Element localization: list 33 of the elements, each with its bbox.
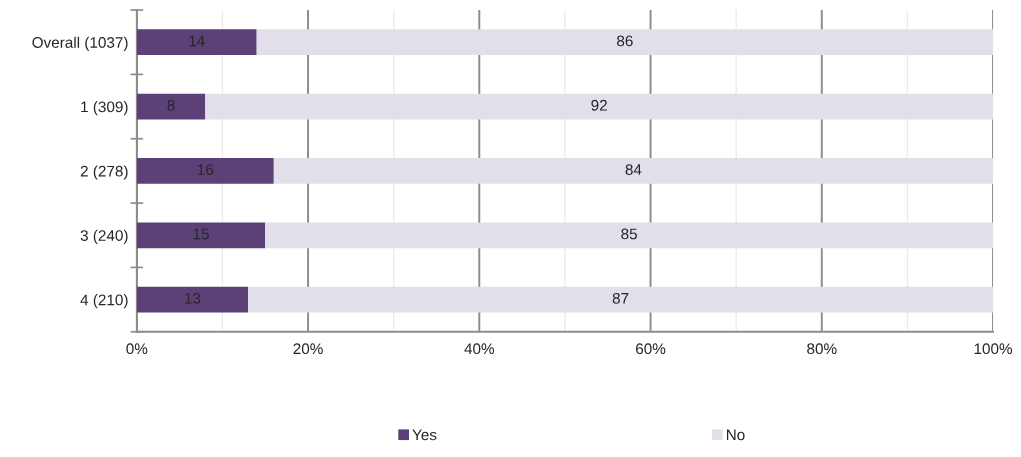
- bar: [136, 93, 206, 120]
- legend-label: No: [726, 429, 745, 441]
- x-tick-label: 80%: [807, 343, 837, 355]
- data-label: 84: [625, 164, 642, 176]
- bar: [136, 286, 249, 313]
- data-label: 16: [197, 164, 214, 176]
- x-tick-label: 0%: [126, 343, 148, 355]
- bar: [136, 158, 274, 184]
- y-tick-label: Overall (1037): [32, 36, 128, 51]
- bar: [256, 29, 994, 56]
- data-label: 85: [621, 228, 637, 240]
- bar: [248, 286, 994, 313]
- bar: [136, 29, 257, 56]
- x-tick-label: 100%: [974, 343, 1013, 355]
- y-tick-label: 2 (278): [80, 165, 128, 180]
- data-label: 86: [617, 35, 633, 47]
- data-label: 14: [189, 35, 205, 47]
- data-label: 15: [193, 228, 209, 240]
- y-tick-label: 4 (210): [80, 294, 128, 309]
- data-label: 92: [591, 99, 607, 111]
- x-tick-label: 40%: [464, 343, 495, 355]
- x-tick-label: 20%: [293, 343, 323, 355]
- data-label: 13: [185, 292, 201, 304]
- bar: [136, 222, 266, 249]
- legend-label: Yes: [412, 429, 437, 441]
- y-tick-label: 3 (240): [80, 229, 128, 244]
- bar: [265, 222, 994, 249]
- data-label: 87: [612, 292, 629, 304]
- x-tick-label: 60%: [636, 343, 666, 355]
- y-tick-label: 1 (309): [81, 101, 128, 116]
- bar: [205, 93, 994, 120]
- bar: [273, 158, 994, 184]
- data-label: 8: [167, 99, 175, 111]
